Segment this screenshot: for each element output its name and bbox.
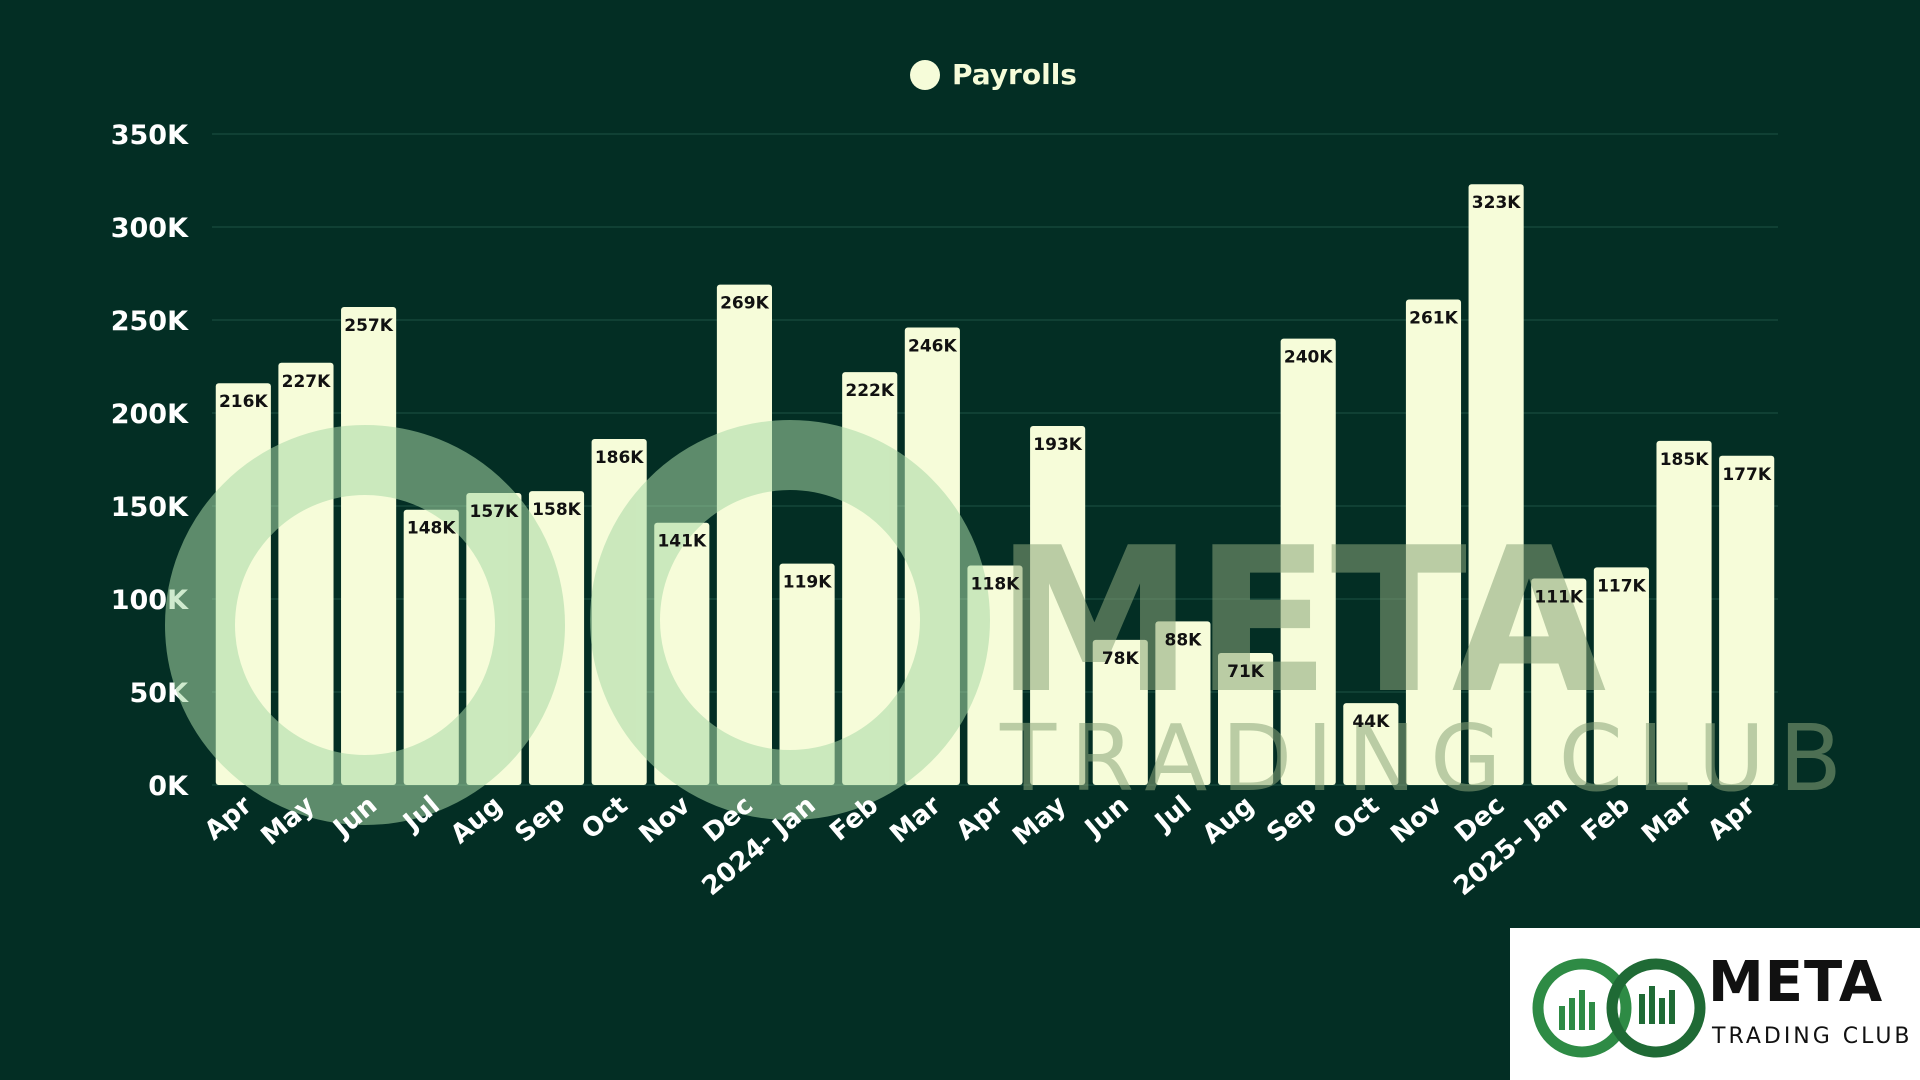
legend-swatch [910, 59, 940, 90]
y-tick-label: 300K [111, 213, 189, 244]
x-tick-label: Sep [510, 790, 571, 848]
bar [1030, 426, 1086, 785]
bar-value-label: 269K [720, 294, 769, 314]
bar-value-label: 157K [470, 502, 519, 522]
bar-value-label: 44K [1352, 712, 1390, 732]
y-tick-label: 350K [111, 120, 189, 151]
bar [716, 284, 773, 785]
brand-logo: META TRADING CLUB [1510, 928, 1920, 1080]
bar-value-label: 216K [219, 392, 268, 412]
legend: Payrolls [910, 58, 1077, 91]
bar-value-label: 177K [1722, 465, 1771, 485]
bar [1155, 621, 1211, 785]
bar [278, 362, 334, 785]
bar-value-label: 227K [282, 372, 331, 392]
bar [1280, 338, 1336, 785]
bar-value-label: 78K [1102, 649, 1140, 669]
bar-value-label: 186K [595, 448, 644, 468]
logo-subtitle: TRADING CLUB [1712, 1024, 1913, 1049]
legend-label: Payrolls [952, 58, 1077, 91]
bar-value-label: 71K [1227, 662, 1265, 682]
bar [1468, 184, 1524, 786]
bar [1531, 578, 1587, 785]
bar-value-label: 240K [1284, 348, 1333, 368]
watermark-subtitle: TRADING CLUB [999, 705, 1856, 812]
bar-value-labels: 216K 227K 257K 148K 157K 158K 186K 141K 269K 119K… [219, 193, 1772, 732]
bar-value-label: 118K [971, 575, 1020, 595]
bar [1405, 299, 1462, 785]
bar [1719, 455, 1775, 785]
bar-value-label: 117K [1597, 576, 1646, 596]
bar-value-label: 185K [1660, 450, 1709, 470]
x-tick-label: Apr [199, 790, 258, 846]
bar-value-label: 88K [1164, 630, 1202, 650]
logo-title: META [1708, 950, 1884, 1015]
bar [1217, 652, 1274, 785]
bar [779, 563, 835, 785]
bar-value-label: 119K [783, 573, 832, 593]
bar [1092, 639, 1148, 785]
watermark-title: META [995, 505, 1606, 738]
bar-value-label: 257K [344, 316, 393, 336]
x-tick-label: Nov [634, 790, 697, 849]
bar-value-label: 193K [1033, 435, 1082, 455]
bar [403, 509, 459, 785]
bar-value-label: 148K [407, 519, 456, 539]
bar-value-label: 222K [845, 381, 894, 401]
bar [1656, 440, 1712, 785]
bar-value-label: 246K [908, 336, 957, 356]
y-tick-label: 0K [148, 771, 189, 802]
bar [341, 306, 397, 785]
bar-value-label: 141K [657, 532, 706, 552]
watermark: META TRADING CLUB [165, 420, 1856, 825]
bar [1593, 567, 1649, 785]
meta-infinity-chart-icon [1532, 958, 1706, 1058]
bar [1343, 703, 1399, 785]
x-tick-label: Mar [884, 790, 947, 849]
y-tick-label: 150K [111, 492, 189, 523]
watermark-ring-right [590, 420, 990, 820]
watermark-ring-left [165, 425, 565, 825]
y-tick-label: 250K [111, 306, 189, 337]
y-tick-label: 200K [111, 399, 189, 430]
bar-value-label: 261K [1409, 309, 1458, 329]
x-tick-label: Oct [576, 790, 634, 845]
bar-value-label: 158K [532, 500, 581, 520]
bar-value-label: 323K [1472, 193, 1521, 213]
bar-value-label: 111K [1534, 588, 1583, 608]
